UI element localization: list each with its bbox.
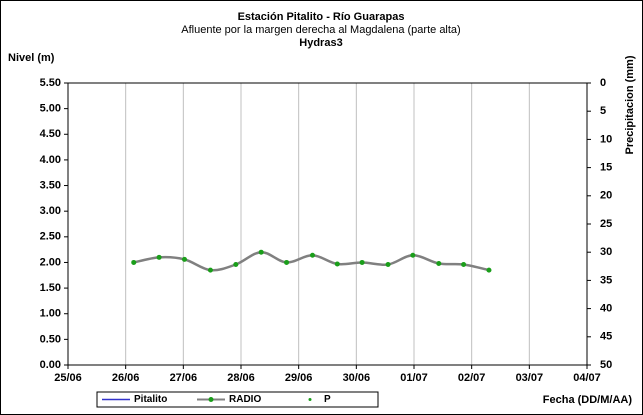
legend-label: P (324, 394, 331, 405)
x-axis-label: Fecha (DD/M/AA) (543, 394, 633, 406)
data-point (131, 259, 137, 265)
y2-tick-label: 40 (600, 303, 612, 315)
plot-area (67, 82, 588, 366)
data-point (207, 267, 213, 273)
chart-subtitle: Afluente por la margen derecha al Magdal… (181, 24, 460, 36)
y-axis-label: Nivel (m) (8, 52, 55, 64)
data-point (181, 256, 187, 262)
legend-swatch (208, 397, 214, 402)
x-tick-label: 01/07 (400, 372, 428, 384)
y-tick-label: 0.50 (40, 333, 61, 345)
data-point (486, 267, 492, 273)
y2-tick-label: 10 (600, 133, 612, 145)
chart-title: Estación Pitalito - Río Guarapas (238, 11, 405, 23)
x-tick-label: 26/06 (112, 372, 140, 384)
y2-tick-label: 50 (600, 359, 612, 371)
legend (96, 391, 379, 408)
x-tick-label: 28/06 (227, 372, 255, 384)
legend-swatch (308, 398, 312, 401)
data-point (284, 259, 290, 265)
y2-tick-label: 15 (600, 162, 612, 174)
data-point (359, 259, 365, 265)
data-point (156, 254, 162, 260)
y-tick-label: 2.00 (40, 256, 61, 268)
chart-subtitle: Hydras3 (299, 37, 342, 49)
data-point (258, 249, 264, 255)
y2-axis-label: Precipitacion (mm) (624, 55, 636, 154)
y-tick-label: 1.50 (40, 282, 61, 294)
x-tick-label: 03/07 (516, 372, 544, 384)
x-tick-label: 25/06 (54, 372, 82, 384)
y-tick-label: 3.50 (40, 179, 61, 191)
x-tick-label: 29/06 (285, 372, 313, 384)
legend-label: Pitalito (134, 394, 167, 405)
y-tick-label: 2.50 (40, 231, 61, 243)
data-point (310, 252, 316, 258)
y-tick-label: 4.00 (40, 154, 61, 166)
x-tick-label: 30/06 (343, 372, 371, 384)
y2-tick-label: 20 (600, 190, 612, 202)
y2-tick-label: 5 (600, 105, 606, 117)
data-point (436, 260, 442, 266)
x-tick-label: 02/07 (458, 372, 486, 384)
data-point (334, 261, 340, 267)
y-tick-label: 4.50 (40, 128, 61, 140)
y2-tick-label: 25 (600, 218, 612, 230)
y-tick-label: 5.50 (40, 77, 61, 89)
legend-label: RADIO (229, 394, 261, 405)
y2-tick-label: 45 (600, 331, 612, 343)
data-point (461, 262, 467, 268)
y2-tick-label: 35 (600, 274, 612, 286)
x-tick-label: 27/06 (170, 372, 198, 384)
y-tick-label: 0.00 (40, 359, 61, 371)
data-point (233, 262, 239, 268)
y-tick-label: 1.00 (40, 308, 61, 320)
data-point (410, 252, 416, 258)
y2-tick-label: 30 (600, 246, 612, 258)
y-tick-label: 3.00 (40, 205, 61, 217)
y-tick-label: 5.00 (40, 103, 61, 115)
data-point (385, 262, 391, 268)
x-tick-label: 04/07 (573, 372, 601, 384)
y2-tick-label: 0 (600, 77, 606, 89)
